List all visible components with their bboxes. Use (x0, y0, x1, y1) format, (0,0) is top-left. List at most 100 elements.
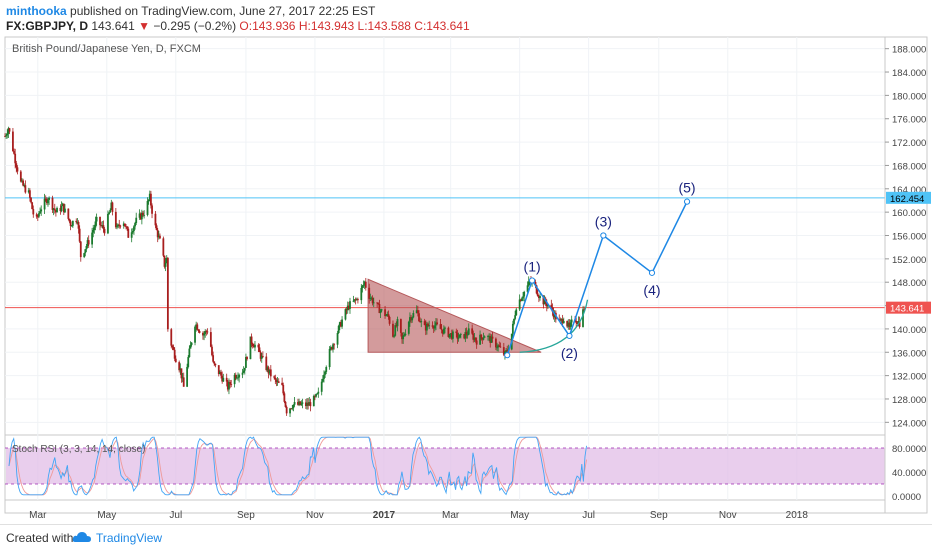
candle-body (196, 324, 199, 330)
candle-body (433, 325, 436, 329)
candle-body (254, 344, 256, 348)
candle-body (399, 319, 402, 333)
candle-body (475, 340, 478, 345)
candle-body (388, 316, 391, 324)
resistance-label: 162.454 (890, 194, 924, 205)
candle-body (333, 344, 336, 346)
candle-body (187, 357, 190, 367)
price-axis[interactable]: 188.000 184.000 180.000 176.000 172.000 168.0… (884, 37, 931, 513)
candle-body (361, 285, 364, 289)
elliott-wave-projection[interactable] (506, 201, 688, 356)
candle-body (204, 331, 207, 334)
candle-body (315, 394, 317, 397)
candle-body (386, 314, 389, 316)
candle-body (282, 384, 285, 394)
candle-body (118, 224, 121, 226)
candle-body (43, 198, 46, 210)
candle-body (45, 198, 48, 204)
wave-point (683, 198, 691, 205)
time-tick-label: May (97, 510, 116, 521)
candle-body (481, 337, 484, 340)
candle-body (173, 349, 176, 359)
last-price-tag (886, 301, 931, 314)
price-tick-label: 188.000 (892, 45, 926, 56)
candle-body (583, 309, 586, 311)
candle-body (8, 128, 11, 132)
oscillator-title: Stoch RSI (3, 3, 14, 14, close) (12, 444, 145, 455)
candle-body (440, 328, 443, 330)
candle-body (567, 322, 570, 327)
candle-body (71, 220, 74, 226)
candle-body (70, 225, 73, 227)
candle-body (393, 335, 396, 337)
candle-body (547, 304, 549, 307)
candle-body (338, 322, 341, 326)
candle-body (164, 263, 167, 267)
candle-body (483, 336, 486, 338)
candle-body (320, 381, 323, 392)
candle-body (377, 303, 380, 305)
candle-body (75, 220, 78, 223)
candle-body (559, 319, 562, 321)
time-axis[interactable]: Mar May Jul Sep Nov 2017 Mar May Jul Sep Nov 2018 (29, 510, 808, 521)
osc-tick-label: 80.0000 (892, 444, 926, 455)
wave-label: (1) (524, 258, 541, 274)
candle-body (251, 343, 254, 347)
resistance-tag (886, 191, 931, 204)
candle-body (269, 369, 272, 377)
candle-body (472, 333, 475, 340)
candle-body (86, 240, 89, 247)
price-tick-label: 124.000 (892, 418, 926, 429)
price-chart[interactable]: (1) (2) (3) (4) (5) 188.000 184.000 180.000 176… (0, 36, 932, 524)
candle-body (61, 203, 64, 206)
candle-body (235, 377, 238, 379)
time-tick-label: Sep (237, 510, 255, 521)
candle-body (267, 367, 270, 374)
candle-body (297, 402, 299, 405)
candle-body (60, 205, 63, 212)
rounding-arc[interactable] (519, 299, 589, 353)
candle-body (277, 381, 280, 383)
candle-body (336, 333, 339, 345)
price-tick-label: 172.000 (892, 138, 926, 149)
candle-body (266, 367, 269, 371)
candle-body (219, 372, 221, 375)
candle-body (229, 382, 231, 385)
close-value: C:143.641 (414, 19, 470, 33)
candle-body (534, 282, 537, 286)
time-tick-label: Sep (650, 510, 668, 521)
candle-body (441, 329, 444, 334)
candle-body (226, 381, 229, 390)
author-name[interactable]: minthooka (6, 4, 67, 18)
candle-body (4, 136, 6, 138)
candle-body (491, 336, 494, 339)
candle-body (31, 202, 34, 210)
candle-body (154, 213, 157, 226)
candle-body (265, 356, 268, 371)
candle-body (140, 212, 143, 220)
time-tick-label: Mar (29, 510, 47, 521)
candle-body (7, 128, 10, 134)
candle-body (268, 369, 271, 374)
candle-body (457, 337, 460, 339)
candle-body (157, 235, 160, 238)
overbought-oversold-band (6, 448, 885, 484)
candle-body (78, 228, 81, 242)
candle-body (6, 133, 9, 136)
candle-body (324, 371, 327, 375)
candle-body (345, 309, 348, 311)
candle-body (498, 345, 501, 347)
candle-body (146, 201, 149, 215)
candle-body (427, 323, 429, 326)
candle-body (578, 321, 581, 327)
descending-triangle[interactable] (367, 278, 542, 353)
open-value: O:143.936 (239, 19, 296, 33)
candle-body (355, 299, 358, 300)
candle-body (344, 309, 347, 320)
candle-body (465, 332, 468, 335)
candle-body (569, 322, 572, 327)
tradingview-link[interactable]: TradingView (96, 531, 163, 545)
candle-body (117, 224, 120, 227)
candle-body (260, 355, 263, 359)
candle-body (458, 334, 461, 338)
